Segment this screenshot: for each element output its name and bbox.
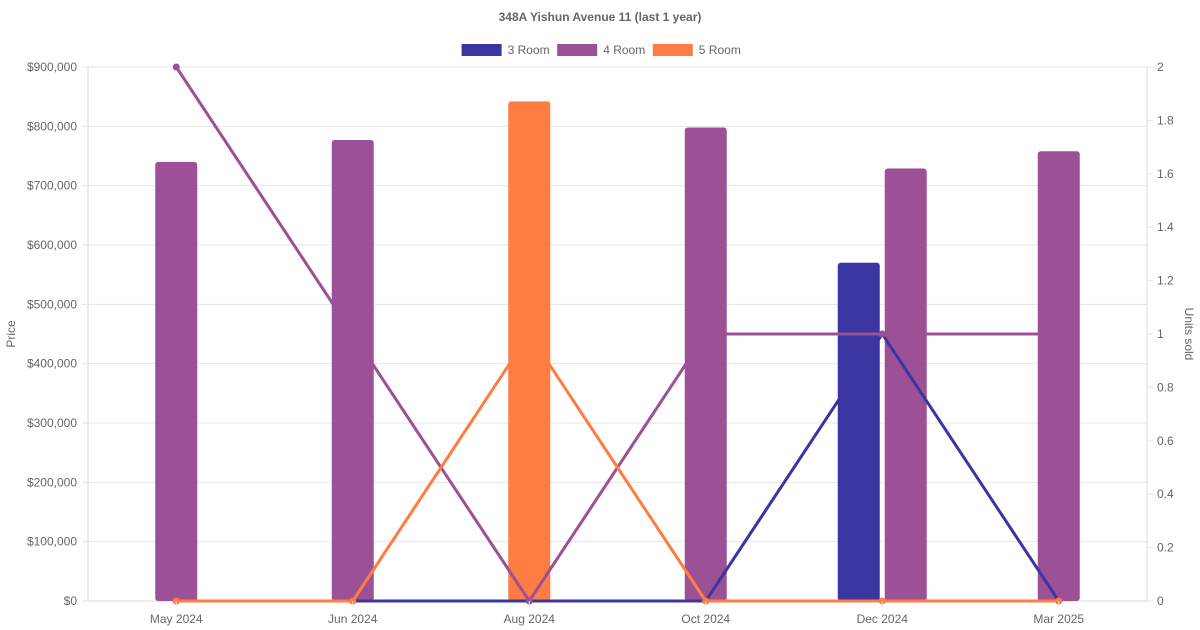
line-5-room xyxy=(176,332,1059,603)
y2-axis-title: Units sold xyxy=(1182,308,1196,361)
y2-tick-label: 1.2 xyxy=(1157,274,1174,288)
bar-4-room[interactable] xyxy=(684,127,727,602)
axis-layer: $0 $100,000 $200,000 $300,000 $400,000 $500,0… xyxy=(27,60,1174,626)
y2-tick-label: 0 xyxy=(1157,594,1164,608)
bar-3-room[interactable] xyxy=(837,262,880,601)
bar-4-room[interactable] xyxy=(155,161,198,601)
y-tick-label: $500,000 xyxy=(27,297,77,311)
bar-4-room[interactable] xyxy=(1037,151,1080,601)
y2-tick-label: 1 xyxy=(1157,327,1164,341)
y-tick-label: $700,000 xyxy=(27,179,77,193)
y-tick-label: $100,000 xyxy=(27,535,77,549)
legend-item-5-room[interactable]: 5 Room xyxy=(652,43,741,57)
legend-swatch xyxy=(461,44,502,56)
y-tick-label: $600,000 xyxy=(27,238,77,252)
legend-swatch xyxy=(557,44,598,56)
y2-tick-label: 2 xyxy=(1157,60,1164,74)
legend[interactable]: 3 Room 4 Room 5 Room xyxy=(461,43,741,57)
y-tick-label: $800,000 xyxy=(27,119,77,133)
point-4-room[interactable] xyxy=(172,63,180,71)
y2-tick-label: 1.4 xyxy=(1157,220,1174,234)
grid-layer xyxy=(88,66,1147,602)
x-tick-label: Mar 2025 xyxy=(1033,612,1084,626)
x-tick-label: Aug 2024 xyxy=(504,612,556,626)
bar-4-room[interactable] xyxy=(884,168,927,601)
bar-4-room[interactable] xyxy=(331,139,374,602)
chart-title: 348A Yishun Avenue 11 (last 1 year) xyxy=(499,10,702,24)
y2-tick-label: 1.6 xyxy=(1157,167,1174,181)
y2-tick-label: 0.4 xyxy=(1157,487,1174,501)
point-4-room[interactable] xyxy=(702,330,710,338)
x-tick-label: Oct 2024 xyxy=(681,612,730,626)
x-tick-label: Jun 2024 xyxy=(328,612,378,626)
y-tick-label: $400,000 xyxy=(27,357,77,371)
legend-label: 4 Room xyxy=(603,43,645,57)
bar-5-room[interactable] xyxy=(508,101,551,601)
point-5-room[interactable] xyxy=(525,330,533,338)
y-tick-label: $200,000 xyxy=(27,475,77,489)
y2-tick-label: 0.8 xyxy=(1157,380,1174,394)
y2-tick-label: 1.8 xyxy=(1157,113,1174,127)
y-tick-label: $900,000 xyxy=(27,60,77,74)
y-tick-label: $0 xyxy=(64,594,78,608)
point-4-room[interactable] xyxy=(1055,330,1063,338)
y2-tick-label: 0.6 xyxy=(1157,434,1174,448)
legend-swatch xyxy=(652,44,693,56)
x-tick-label: Dec 2024 xyxy=(857,612,909,626)
y-axis-title: Price xyxy=(4,320,18,348)
legend-label: 5 Room xyxy=(699,43,741,57)
line-layer xyxy=(172,63,1063,605)
y-tick-label: $300,000 xyxy=(27,416,77,430)
point-4-room[interactable] xyxy=(878,330,886,338)
legend-item-3-room[interactable]: 3 Room xyxy=(461,43,550,57)
bar-layer xyxy=(155,101,1080,602)
y2-tick-label: 0.2 xyxy=(1157,541,1174,555)
legend-item-4-room[interactable]: 4 Room xyxy=(557,43,645,57)
point-4-room[interactable] xyxy=(349,330,357,338)
legend-label: 3 Room xyxy=(508,43,550,57)
x-tick-label: May 2024 xyxy=(150,612,203,626)
